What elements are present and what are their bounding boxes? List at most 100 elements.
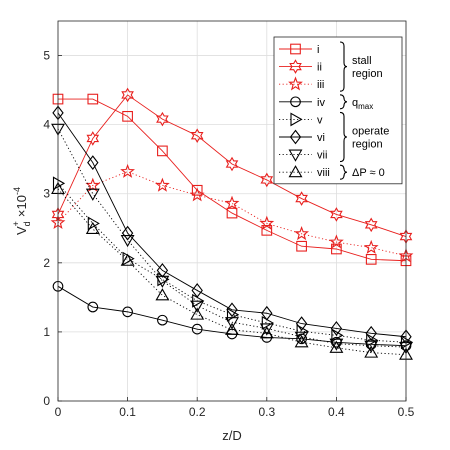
legend-label: vii xyxy=(317,150,327,162)
axis-ticks: 0 0.1 0.2 0.3 0.4 0.5 0 1 2 3 4 5 xyxy=(43,49,414,419)
data-point xyxy=(226,302,238,318)
legend-entry-iv: iv xyxy=(279,96,325,109)
data-point xyxy=(87,155,99,171)
data-point xyxy=(120,163,135,178)
data-point xyxy=(225,317,239,330)
data-point xyxy=(87,93,99,105)
data-point xyxy=(296,240,307,252)
y-tick-label: 1 xyxy=(43,325,50,339)
legend-group-label: region xyxy=(352,139,383,151)
series-line-viii xyxy=(57,188,407,356)
series-line-i xyxy=(58,98,407,262)
data-point xyxy=(86,131,100,146)
x-tick-label: 0.3 xyxy=(258,405,275,419)
data-point xyxy=(190,300,205,313)
data-point xyxy=(87,216,100,231)
data-point xyxy=(261,315,274,330)
series-line-ii xyxy=(57,94,407,237)
data-point xyxy=(120,234,135,248)
legend-marker xyxy=(290,96,301,108)
data-point xyxy=(85,188,100,201)
data-point xyxy=(157,145,168,157)
series-layer xyxy=(50,87,414,360)
svg-text:Vd+×10-4: Vd+ ×10-4 xyxy=(11,187,32,235)
legend-marker xyxy=(288,165,303,178)
data-point xyxy=(52,176,66,191)
legend-label: vi xyxy=(317,132,325,144)
legend-group-label: operate xyxy=(352,126,389,138)
data-point xyxy=(294,335,309,348)
x-tick-label: 0 xyxy=(55,405,62,419)
legend-entry-viii: viii xyxy=(279,165,330,179)
legend-marker xyxy=(289,129,302,145)
data-point xyxy=(259,215,275,230)
data-point xyxy=(294,226,310,241)
data-point xyxy=(261,305,273,321)
y-axis-label-scale: ×10 xyxy=(14,195,29,217)
legend-entry-iii: iii xyxy=(279,76,324,91)
series-vii xyxy=(51,123,413,355)
data-point xyxy=(224,195,240,210)
data-point xyxy=(155,177,170,192)
legend: iiiiiiivvviviiviiistallregionqmaxoperate… xyxy=(273,36,403,185)
data-point xyxy=(189,187,205,202)
legend-label: ii xyxy=(317,62,322,74)
data-point xyxy=(120,253,135,266)
y-tick-label: 5 xyxy=(43,49,50,63)
data-point xyxy=(294,331,309,344)
data-point xyxy=(295,191,308,206)
data-point xyxy=(157,314,168,326)
legend-box xyxy=(273,36,403,185)
plot-frame xyxy=(57,20,407,402)
data-point xyxy=(190,307,205,320)
data-point xyxy=(364,217,378,233)
data-point xyxy=(259,326,274,339)
y-tick-label: 2 xyxy=(43,256,50,270)
x-axis-label: z/D xyxy=(222,428,242,443)
legend-marker xyxy=(288,149,303,162)
series-iii xyxy=(50,163,414,263)
legend-entry-i: i xyxy=(279,43,319,56)
data-point xyxy=(259,323,274,336)
legend-marker xyxy=(288,76,303,91)
legend-label: iv xyxy=(317,97,325,109)
legend-label: v xyxy=(317,114,323,126)
data-point xyxy=(155,275,170,288)
data-point xyxy=(225,322,239,335)
legend-marker xyxy=(290,43,301,55)
data-point xyxy=(296,324,309,339)
data-point xyxy=(295,316,308,332)
x-tick-label: 0.4 xyxy=(328,405,345,419)
data-point xyxy=(226,207,238,219)
data-point xyxy=(329,338,344,351)
data-point xyxy=(331,328,344,343)
legend-group-label-sub: max xyxy=(358,102,373,111)
legend-group-brace xyxy=(339,164,348,180)
data-point xyxy=(155,288,170,301)
x-tick-label: 0.5 xyxy=(398,405,415,419)
legend-label: i xyxy=(317,44,319,56)
data-point xyxy=(190,128,204,143)
data-point xyxy=(364,340,379,353)
y-tick-label: 0 xyxy=(43,394,50,408)
y-tick-label: 4 xyxy=(43,118,50,132)
y-axis-label: Vd+ ×10-4 xyxy=(11,187,32,235)
legend-group-brace xyxy=(339,41,348,92)
series-line-iii xyxy=(57,171,407,257)
data-point xyxy=(191,283,203,298)
data-point xyxy=(365,254,377,265)
data-point xyxy=(85,177,101,192)
data-point xyxy=(364,345,379,358)
legend-label: viii xyxy=(317,167,330,179)
legend-group-brace xyxy=(339,94,348,110)
data-point xyxy=(260,172,274,188)
data-point xyxy=(85,221,100,235)
data-point xyxy=(330,207,343,222)
legend-group-label: stall xyxy=(352,55,372,67)
data-point xyxy=(122,306,133,318)
legend-entry-vi: vi xyxy=(279,129,325,145)
data-point xyxy=(121,87,134,103)
